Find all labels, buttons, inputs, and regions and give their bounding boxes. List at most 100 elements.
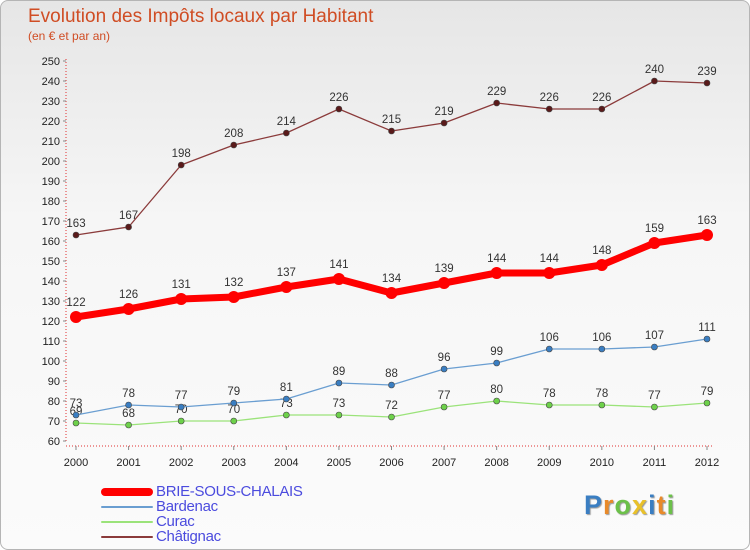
data-label-ch-tignac: 167 [119,210,138,222]
data-label-ch-tignac: 219 [434,106,453,118]
data-label-bardenac: 78 [122,388,135,400]
data-point-bardenac [230,399,238,407]
x-tick-label: 2011 [643,457,667,469]
data-point-brie-sous-chalais [701,229,713,241]
data-point-curac [388,413,395,421]
data-label-bardenac: 77 [175,390,188,402]
data-label-bardenac: 107 [645,330,664,342]
data-label-brie-sous-chalais: 134 [382,273,402,285]
data-label-ch-tignac: 226 [540,92,559,104]
data-label-ch-tignac: 239 [697,66,716,78]
y-tick-label: 240 [42,76,60,88]
legend-label-brie-sous-chalais: BRIE-SOUS-CHALAIS [156,483,303,500]
chart-subtitle: (en € et par an) [28,29,111,43]
data-label-curac: 70 [227,404,240,416]
data-point-curac [335,411,343,419]
data-label-ch-tignac: 215 [382,114,401,126]
data-label-curac: 77 [438,390,451,402]
data-label-brie-sous-chalais: 126 [119,289,138,301]
data-label-curac: 77 [648,390,661,402]
data-point-ch-tignac [703,79,711,87]
data-point-curac [230,417,238,425]
data-point-curac [177,417,185,425]
x-tick-label: 2001 [116,457,140,469]
data-point-brie-sous-chalais [280,281,293,293]
data-label-bardenac: 89 [333,366,346,378]
data-label-curac: 79 [701,386,714,398]
y-tick-label: 90 [48,376,60,388]
x-tick-label: 2000 [64,457,88,469]
data-point-bardenac [125,401,132,409]
data-point-bardenac [177,403,185,411]
logo-letter: i [648,490,657,520]
data-label-curac: 72 [385,400,398,412]
legend-label-bardenac: Bardenac [156,498,218,515]
data-point-ch-tignac [177,161,185,169]
legend-swatch-bardenac [101,506,153,508]
data-point-ch-tignac [72,231,80,239]
x-tick-label: 2003 [222,457,246,469]
data-point-ch-tignac [230,141,238,149]
data-label-curac: 78 [543,388,556,400]
y-tick-label: 210 [42,136,60,148]
data-label-bardenac: 111 [698,322,715,334]
data-point-brie-sous-chalais [175,293,188,305]
data-point-bardenac [72,411,80,419]
y-tick-label: 230 [42,96,60,108]
data-point-brie-sous-chalais [385,287,398,299]
x-tick-label: 2004 [274,457,298,469]
logo-letter: i [666,490,676,520]
x-tick-label: 2002 [169,457,193,469]
logo-letter: t [656,490,667,520]
y-tick-label: 100 [42,356,60,368]
x-tick-label: 2012 [695,457,719,469]
chart-title: Evolution des Impôts locaux par Habitant [28,6,374,27]
data-label-brie-sous-chalais: 159 [645,223,664,235]
y-tick-label: 250 [42,56,60,68]
legend-swatch-curac [101,521,153,523]
data-label-curac: 73 [333,398,346,410]
legend-label-ch-tignac: Châtignac [156,528,221,545]
y-tick-label: 200 [42,156,60,168]
data-label-brie-sous-chalais: 163 [697,215,716,227]
logo-letter: x [632,490,649,520]
data-point-curac [125,421,132,429]
data-label-brie-sous-chalais: 131 [172,279,191,291]
x-tick-label: 2009 [537,457,561,469]
data-point-brie-sous-chalais [648,237,661,249]
x-tick-label: 2010 [590,457,614,469]
data-label-ch-tignac: 226 [592,92,611,104]
y-tick-label: 110 [42,336,60,348]
data-label-bardenac: 81 [280,382,293,394]
data-point-curac [651,403,658,411]
y-tick-label: 60 [48,436,60,448]
y-tick-label: 140 [42,276,60,288]
y-tick-label: 150 [42,256,60,268]
logo-letter: r [603,490,615,520]
data-point-bardenac [388,381,395,389]
data-point-brie-sous-chalais [332,273,345,285]
data-point-ch-tignac [335,105,343,113]
data-label-bardenac: 106 [540,332,559,344]
data-label-curac: 78 [595,388,608,400]
data-label-curac: 80 [490,384,503,396]
data-label-brie-sous-chalais: 144 [540,253,560,265]
data-point-bardenac [283,395,290,403]
data-point-ch-tignac [651,77,658,85]
data-point-brie-sous-chalais [227,291,240,303]
data-point-curac [72,419,80,427]
logo-letter: o [614,490,633,520]
data-label-brie-sous-chalais: 132 [224,277,243,289]
data-point-bardenac [493,359,500,367]
data-label-bardenac: 73 [70,398,83,410]
y-tick-label: 220 [42,116,60,128]
proxiti-logo: Proxiti [584,490,675,521]
data-label-brie-sous-chalais: 137 [277,267,296,279]
data-point-brie-sous-chalais [122,303,135,315]
data-label-brie-sous-chalais: 141 [329,259,348,271]
y-tick-label: 180 [42,196,60,208]
y-tick-label: 80 [48,396,60,408]
y-tick-label: 130 [42,296,60,308]
data-label-brie-sous-chalais: 148 [592,245,611,257]
data-label-brie-sous-chalais: 122 [66,297,85,309]
